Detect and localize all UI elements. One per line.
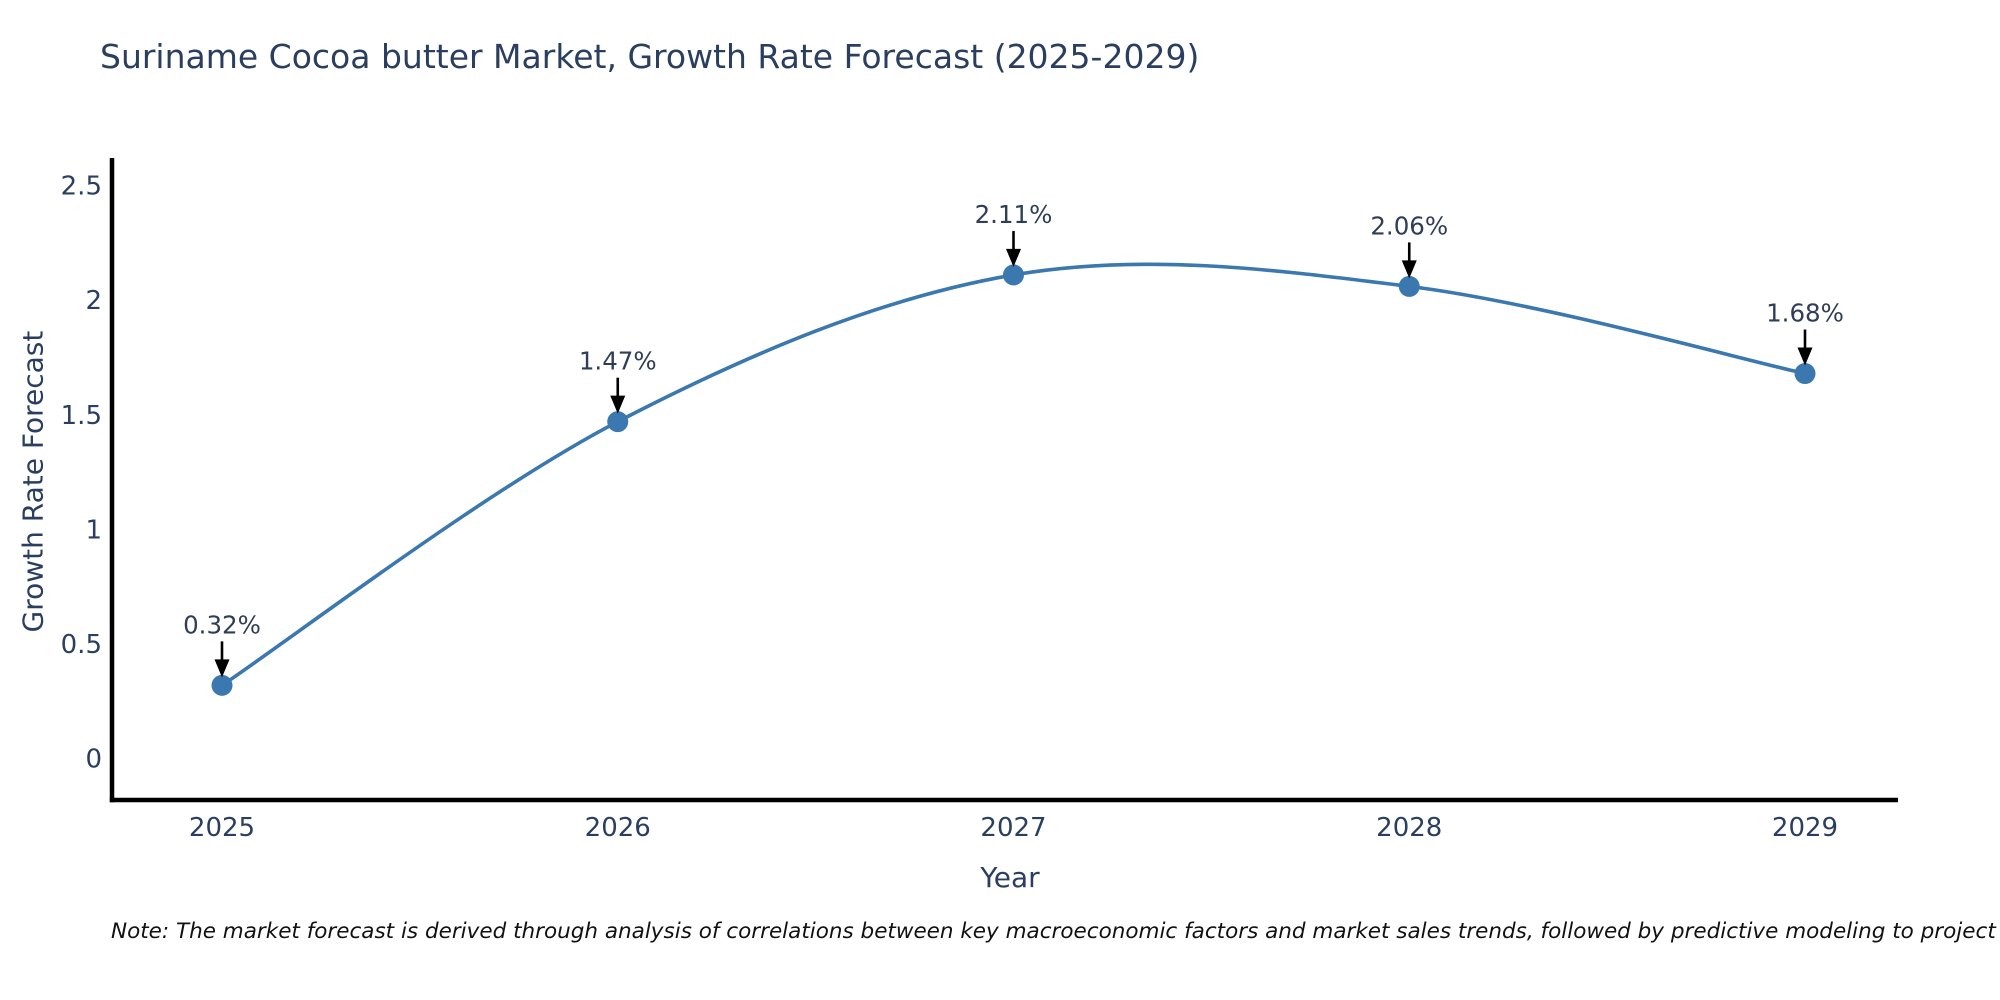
point-label: 1.68% bbox=[1766, 299, 1844, 328]
x-tick-label: 2025 bbox=[189, 813, 255, 843]
point-label: 2.11% bbox=[975, 200, 1053, 229]
data-point-2026 bbox=[607, 411, 629, 433]
annotation-arrowhead bbox=[1006, 248, 1021, 267]
data-point-2028 bbox=[1398, 275, 1420, 297]
y-tick-label: 1 bbox=[85, 515, 102, 545]
x-axis-title: Year bbox=[980, 861, 1040, 894]
annotation-arrowhead bbox=[1401, 260, 1417, 279]
x-tick-label: 2027 bbox=[980, 813, 1046, 843]
forecast-line bbox=[220, 262, 1807, 688]
y-tick-label: 2 bbox=[85, 286, 102, 316]
y-tick-label: 0.5 bbox=[61, 630, 102, 660]
data-point-2027 bbox=[1003, 264, 1024, 286]
point-label: 0.32% bbox=[183, 610, 261, 639]
data-point-2025 bbox=[211, 674, 233, 696]
point-label: 1.47% bbox=[579, 347, 657, 376]
y-tick-label: 2.5 bbox=[61, 172, 102, 202]
data-point-2029 bbox=[1794, 363, 1816, 385]
x-tick-label: 2028 bbox=[1376, 813, 1442, 843]
x-tick-label: 2026 bbox=[585, 813, 651, 843]
y-tick-label: 1.5 bbox=[61, 401, 102, 431]
x-tick-label: 2029 bbox=[1772, 813, 1838, 843]
point-label: 2.06% bbox=[1370, 211, 1448, 240]
annotation-arrowhead bbox=[610, 395, 626, 414]
annotation-arrowhead bbox=[214, 659, 230, 678]
chart-title: Suriname Cocoa butter Market, Growth Rat… bbox=[100, 37, 1200, 76]
footnote: Note: The market forecast is derived thr… bbox=[111, 919, 2000, 944]
y-tick-label: 0 bbox=[85, 745, 102, 775]
annotation-arrowhead bbox=[1797, 347, 1813, 366]
